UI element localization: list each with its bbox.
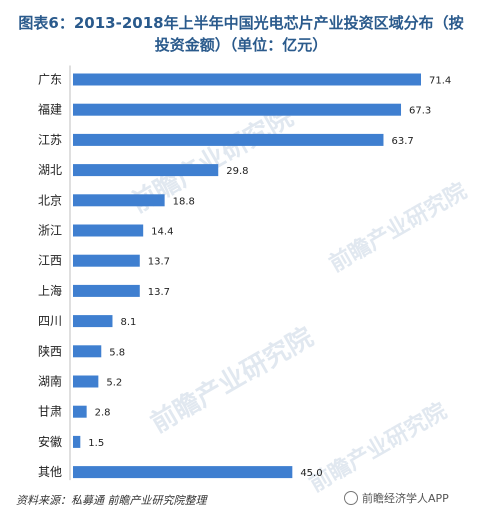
category-label: 上海	[38, 283, 62, 298]
wechat-badge: 前瞻经济学人APP	[344, 490, 449, 506]
bar	[73, 133, 384, 146]
category-label: 其他	[38, 465, 62, 479]
bar	[73, 164, 219, 177]
bar	[73, 375, 99, 388]
wechat-icon	[344, 491, 358, 505]
bar	[73, 345, 102, 358]
category-label: 广东	[38, 73, 62, 87]
category-label: 北京	[38, 193, 62, 207]
chart-title-line1: 图表6：2013-2018年上半年中国光电芯片产业投资区域分布（按	[18, 14, 464, 32]
category-label: 四川	[38, 314, 62, 328]
data-label: 5.2	[106, 378, 122, 389]
data-label: 1.5	[88, 438, 104, 449]
data-label: 14.4	[151, 227, 173, 238]
category-label: 湖北	[38, 162, 62, 177]
data-label: 13.7	[148, 257, 170, 268]
source-note: 资料来源：私募通 前瞻产业研究院整理	[16, 494, 207, 507]
data-label: 8.1	[120, 317, 136, 328]
bar	[73, 254, 140, 267]
bar	[73, 435, 81, 448]
bar	[73, 73, 421, 86]
category-label: 浙江	[38, 224, 62, 238]
wechat-label: 前瞻经济学人APP	[362, 492, 449, 505]
data-label: 45.0	[300, 468, 322, 479]
bar	[73, 103, 402, 116]
category-label: 江西	[38, 254, 62, 268]
data-label: 18.8	[173, 196, 195, 207]
category-label: 安徽	[38, 434, 62, 449]
data-label: 67.3	[409, 106, 431, 117]
data-label: 2.8	[95, 408, 111, 419]
bar	[73, 224, 144, 237]
category-label: 陕西	[38, 343, 62, 358]
data-label: 71.4	[429, 76, 451, 87]
data-label: 29.8	[226, 166, 248, 177]
chart-title-line2: 投资金额）（单位：亿元）	[154, 36, 328, 54]
category-label: 江苏	[38, 133, 62, 147]
category-label: 湖南	[38, 374, 62, 389]
category-label: 甘肃	[38, 405, 62, 419]
footer-source: 资料来源：私募通 前瞻产业研究院整理	[10, 492, 472, 508]
data-label: 5.8	[109, 347, 125, 358]
bar	[73, 194, 165, 207]
category-label: 福建	[38, 102, 62, 117]
bar	[73, 284, 140, 297]
bar	[73, 405, 87, 418]
chart-title: 图表6：2013-2018年上半年中国光电芯片产业投资区域分布（按 投资金额）（…	[0, 12, 482, 56]
data-label: 13.7	[148, 287, 170, 298]
bar	[73, 315, 113, 328]
bar	[73, 466, 293, 479]
data-label: 63.7	[391, 136, 413, 147]
